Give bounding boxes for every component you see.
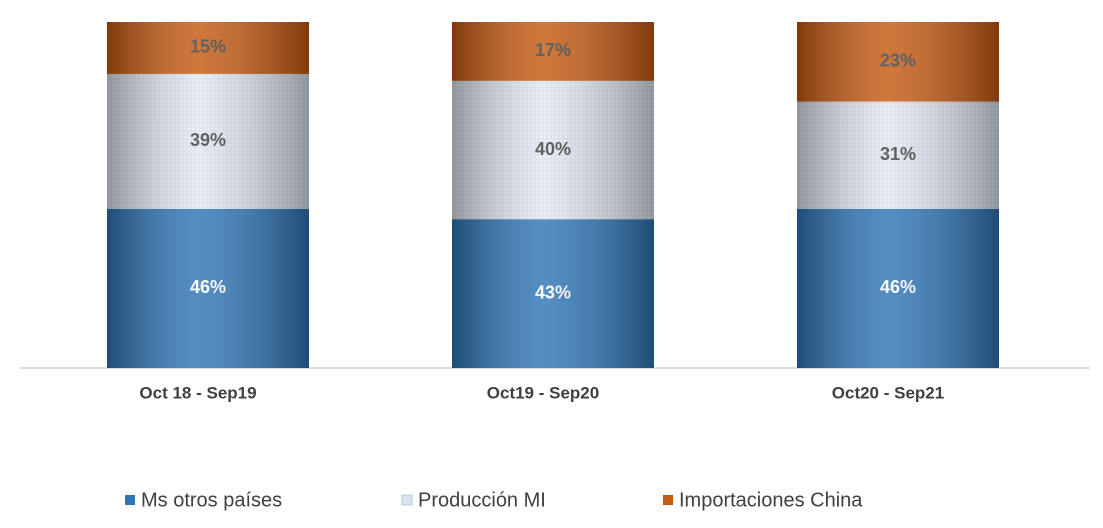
- value-label: 23%: [880, 51, 916, 71]
- legend-swatch: [401, 494, 413, 506]
- legend-swatch: [125, 495, 135, 505]
- value-label: 17%: [535, 40, 571, 60]
- x-tick-label: Oct 18 - Sep19: [139, 383, 256, 402]
- value-label: 15%: [190, 37, 226, 57]
- value-label: 40%: [535, 139, 571, 159]
- value-label: 31%: [880, 144, 916, 164]
- value-label: 46%: [190, 277, 226, 297]
- legend-swatch: [663, 495, 673, 505]
- value-label: 46%: [880, 277, 916, 297]
- legend-label: Producción MI: [418, 489, 546, 511]
- value-label: 39%: [190, 130, 226, 150]
- value-label: 43%: [535, 282, 571, 302]
- x-tick-label: Oct19 - Sep20: [487, 383, 599, 402]
- x-tick-label: Oct20 - Sep21: [832, 383, 944, 402]
- legend-label: Ms otros países: [141, 489, 282, 511]
- legend-label: Importaciones China: [679, 489, 863, 511]
